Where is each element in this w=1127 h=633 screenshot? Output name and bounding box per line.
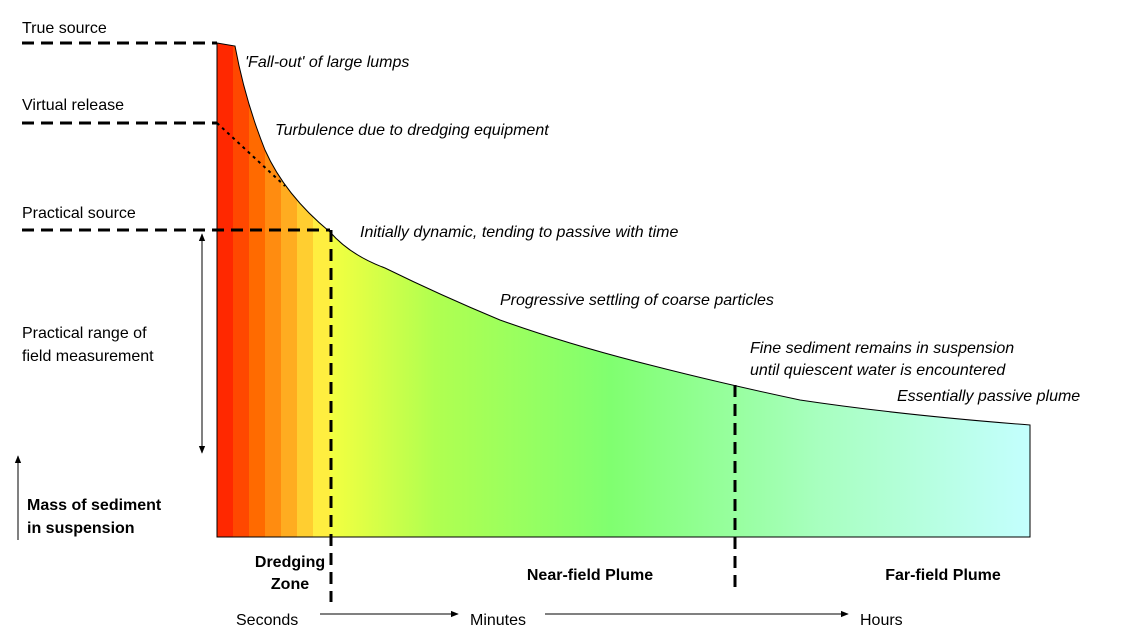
label: True source bbox=[22, 20, 107, 37]
annotation: Initially dynamic, tending to passive wi… bbox=[360, 224, 678, 241]
virtual-line bbox=[216, 122, 286, 187]
zone-label: Dredging bbox=[255, 554, 325, 571]
zone-label: Near-field Plume bbox=[527, 567, 653, 584]
time-label: Seconds bbox=[236, 612, 298, 628]
time-label: Minutes bbox=[470, 612, 526, 628]
plume-outline bbox=[216, 42, 1031, 538]
annotation: Turbulence due to dredging equipment bbox=[275, 122, 549, 139]
annotation: 'Fall-out' of large lumps bbox=[245, 54, 409, 71]
zone-label: Far-field Plume bbox=[885, 567, 1001, 584]
annotation: Progressive settling of coarse particles bbox=[500, 292, 774, 309]
annotation: until quiescent water is encountered bbox=[750, 362, 1006, 379]
label: Practical source bbox=[22, 205, 136, 222]
annotation: Essentially passive plume bbox=[897, 388, 1080, 405]
zone-label: Zone bbox=[271, 576, 309, 593]
label: Practical range of bbox=[22, 325, 147, 342]
label: Virtual release bbox=[22, 97, 124, 114]
plume bbox=[217, 43, 1030, 537]
axis-label: Mass of sediment bbox=[27, 497, 162, 514]
time-label: Hours bbox=[860, 612, 903, 628]
axis-label: in suspension bbox=[27, 520, 135, 537]
annotation: Fine sediment remains in suspension bbox=[750, 340, 1014, 357]
label: field measurement bbox=[22, 348, 154, 365]
